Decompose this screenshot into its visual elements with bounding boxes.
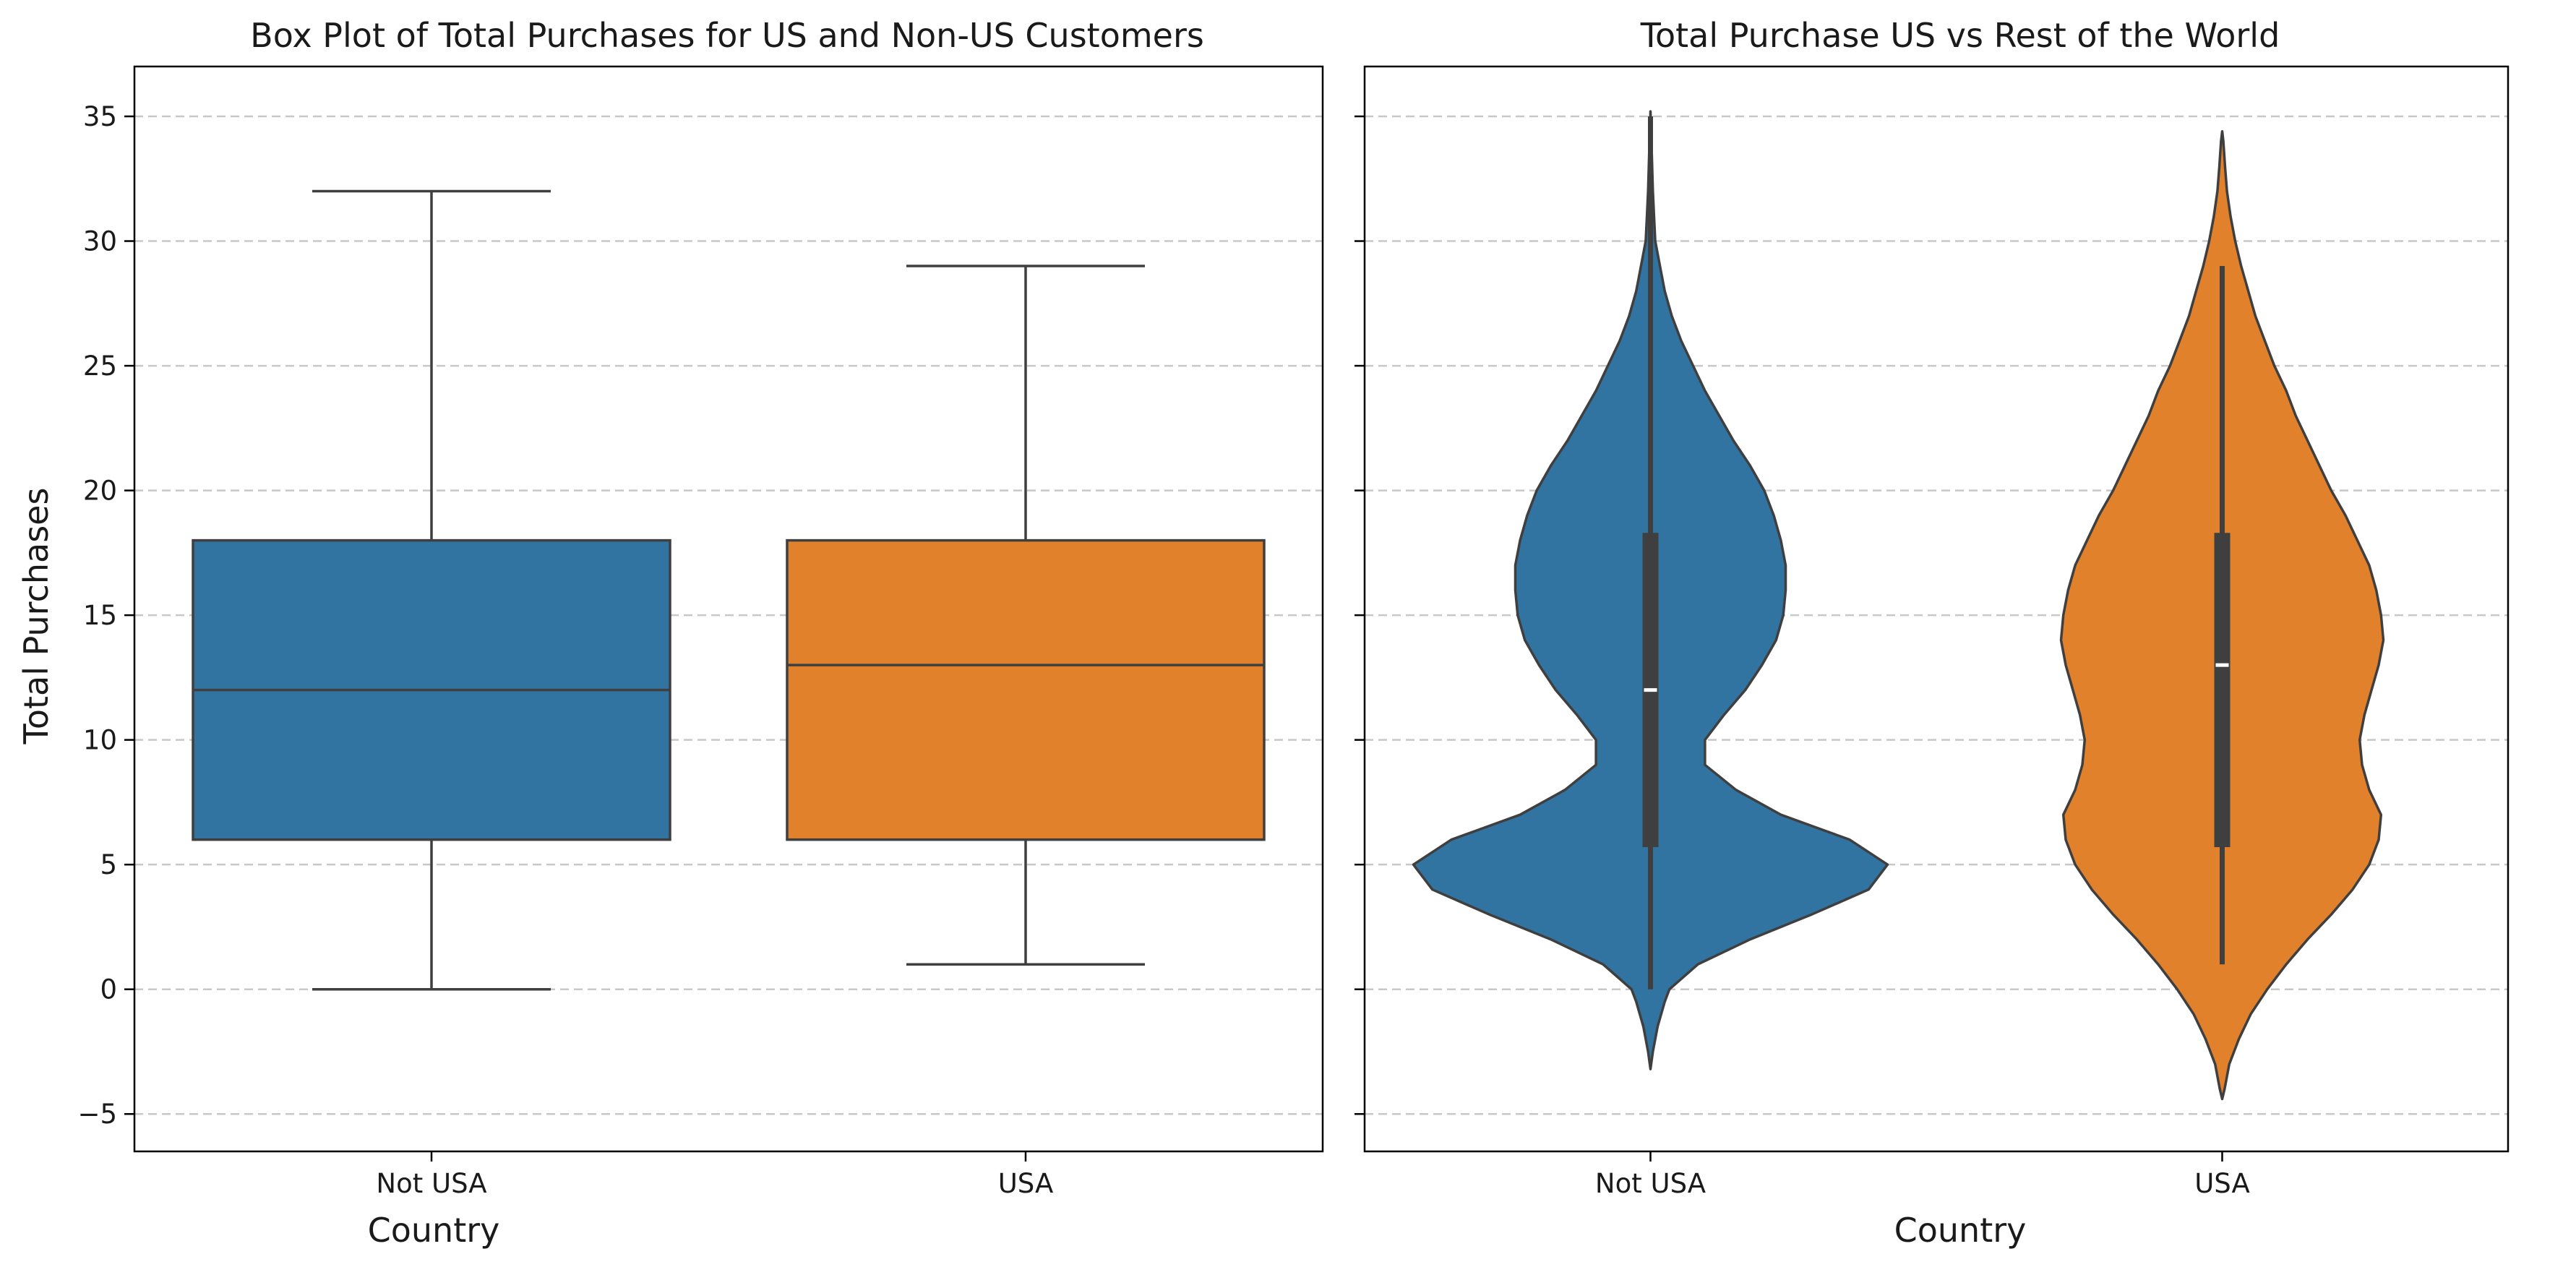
right-axes-frame — [1363, 65, 2510, 1153]
y-axis-label: Total Purchases — [17, 488, 56, 745]
right-x-axis-label: Country — [1894, 1211, 2027, 1250]
left-x-tick-label: USA — [998, 1168, 1054, 1199]
left-x-tick-label: Not USA — [376, 1168, 486, 1199]
right-x-tick-label: USA — [2194, 1168, 2250, 1199]
left-y-tick-label: 35 — [83, 101, 117, 132]
left-y-tick-label: 10 — [83, 725, 117, 756]
left-y-tick-label: 30 — [83, 226, 117, 257]
left-axes-frame — [133, 65, 1324, 1153]
left-x-axis-label: Country — [368, 1211, 500, 1250]
right-chart-title: Total Purchase US vs Rest of the World — [1640, 16, 2280, 55]
box-usa — [786, 538, 1266, 841]
left-y-tick-label: 20 — [83, 476, 117, 507]
left-chart-title: Box Plot of Total Purchases for US and N… — [250, 16, 1204, 55]
left-y-tick-label: 5 — [100, 849, 117, 880]
axes: −5 0 5 10 15 20 25 30 35 Not USA USA Not USA USA — [77, 65, 2510, 1199]
right-x-tick-label: Not USA — [1595, 1168, 1706, 1199]
left-y-tick-label: 15 — [83, 600, 117, 631]
left-y-tick-label: −5 — [77, 1099, 117, 1130]
left-y-tick-label: 25 — [83, 351, 117, 382]
violin-iqr-bar — [2214, 533, 2231, 848]
left-y-tick-label: 0 — [100, 974, 117, 1005]
right-plot-marks — [1412, 110, 2385, 1101]
left-plot-marks — [192, 189, 1266, 991]
